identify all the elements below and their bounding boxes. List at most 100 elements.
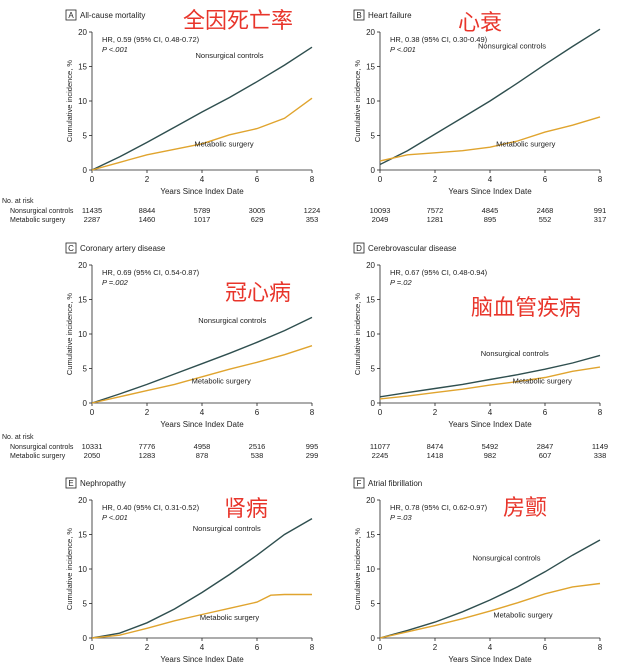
panel-letter: B — [356, 11, 361, 20]
chinese-annotation: 全因死亡率 — [183, 8, 293, 33]
hr-text: HR, 0.67 (95% CI, 0.48-0.94) — [390, 268, 488, 277]
x-tick-label: 6 — [543, 175, 548, 184]
y-tick-label: 5 — [83, 365, 88, 374]
x-axis-label: Years Since Index Date — [160, 420, 244, 429]
y-tick-label: 15 — [366, 296, 375, 305]
at-risk-nonsurgical-value: 7776 — [139, 442, 156, 451]
at-risk-surgery-value: 2287 — [84, 215, 101, 224]
at-risk-nonsurgical-value: 5789 — [194, 206, 211, 215]
at-risk-surgery-value: 2050 — [84, 451, 101, 460]
y-axis-label: Cumulative incidence, % — [353, 528, 362, 610]
y-axis-label: Cumulative incidence, % — [353, 60, 362, 142]
panel-letter-box — [65, 9, 77, 21]
at-risk-surgery-value: 299 — [306, 451, 319, 460]
p-value-text: P <.001 — [390, 45, 416, 54]
y-tick-label: 0 — [371, 399, 376, 408]
at-risk-nonsurgical-value: 2847 — [537, 442, 554, 451]
x-tick-label: 0 — [90, 643, 95, 652]
panel-f: F Atrial fibrillation 0 5 10 15 20 0 2 4 6 8 Years S… — [353, 477, 603, 664]
nonsurgical-series-label: Nonsurgical controls — [198, 316, 266, 325]
at-risk-nonsurgical-value: 3005 — [249, 206, 266, 215]
at-risk-surgery-value: 1283 — [139, 451, 156, 460]
y-axis-label: Cumulative incidence, % — [65, 60, 74, 142]
at-risk-surgery-value: 878 — [196, 451, 209, 460]
x-tick-label: 4 — [200, 408, 205, 417]
y-tick-label: 15 — [78, 63, 87, 72]
x-tick-label: 2 — [145, 175, 150, 184]
nonsurgical-controls-line — [379, 28, 601, 166]
y-tick-label: 5 — [371, 132, 376, 141]
panel-letter: C — [68, 244, 74, 253]
nonsurgical-series-label: Nonsurgical controls — [196, 51, 264, 60]
y-tick-label: 0 — [371, 634, 376, 643]
hr-text: HR, 0.38 (95% CI, 0.30-0.49) — [390, 35, 488, 44]
x-tick-label: 0 — [378, 175, 383, 184]
surgery-series-label: Metabolic surgery — [192, 377, 251, 386]
y-tick-label: 20 — [366, 496, 375, 505]
panel-letter: A — [68, 11, 74, 20]
chinese-annotation: 冠心病 — [225, 280, 291, 305]
chinese-annotation: 脑血管疾病 — [471, 295, 581, 320]
metabolic-surgery-line — [379, 366, 601, 400]
x-tick-label: 4 — [488, 408, 493, 417]
nonsurgical-controls-line — [91, 46, 313, 171]
x-tick-label: 8 — [598, 408, 603, 417]
y-tick-label: 5 — [83, 600, 88, 609]
at-risk-nonsurgical-value: 2516 — [249, 442, 266, 451]
at-risk-nonsurgical-value: 11435 — [82, 206, 102, 215]
risk-row-label-nonsurgical: Nonsurgical controls — [10, 208, 74, 215]
at-risk-nonsurgical-value: 1224 — [304, 206, 321, 215]
at-risk-nonsurgical-value: 991 — [594, 206, 607, 215]
y-tick-label: 5 — [83, 132, 88, 141]
x-tick-label: 4 — [488, 175, 493, 184]
nonsurgical-controls-line — [379, 539, 601, 639]
panel-letter: D — [356, 244, 362, 253]
x-tick-label: 8 — [310, 408, 315, 417]
surgery-series-label: Metabolic surgery — [200, 613, 259, 622]
y-tick-label: 10 — [78, 97, 87, 106]
at-risk-surgery-value: 607 — [539, 451, 552, 460]
panel-d: D Cerebrovascular disease 0 5 10 15 20 0 2 4 6 8 Yea… — [353, 242, 608, 460]
panel-title: Cerebrovascular disease — [368, 244, 457, 253]
panel-title: Heart failure — [368, 11, 412, 20]
surgery-series-label: Metabolic surgery — [496, 140, 555, 149]
y-tick-label: 10 — [366, 565, 375, 574]
at-risk-nonsurgical-value: 11077 — [370, 442, 390, 451]
at-risk-nonsurgical-value: 7572 — [427, 206, 444, 215]
y-tick-label: 20 — [78, 28, 87, 37]
x-tick-label: 6 — [543, 643, 548, 652]
x-tick-label: 2 — [433, 643, 438, 652]
p-value-text: P =.002 — [102, 278, 129, 287]
at-risk-surgery-value: 629 — [251, 215, 264, 224]
y-tick-label: 10 — [366, 330, 375, 339]
metabolic-surgery-line — [91, 345, 313, 404]
p-value-text: P <.001 — [102, 513, 128, 522]
surgery-series-label: Metabolic surgery — [493, 610, 552, 619]
x-tick-label: 4 — [200, 643, 205, 652]
panel-letter: E — [68, 479, 73, 488]
x-axis-label: Years Since Index Date — [160, 187, 244, 196]
y-axis-label: Cumulative incidence, % — [65, 293, 74, 375]
at-risk-nonsurgical-value: 4958 — [194, 442, 211, 451]
p-value-text: P =.03 — [390, 513, 412, 522]
y-tick-label: 5 — [371, 600, 376, 609]
x-tick-label: 0 — [378, 408, 383, 417]
x-axis-label: Years Since Index Date — [448, 420, 532, 429]
risk-row-label-nonsurgical: Nonsurgical controls — [10, 444, 74, 451]
panel-title: Nephropathy — [80, 479, 126, 488]
at-risk-surgery-value: 1017 — [194, 215, 211, 224]
at-risk-surgery-value: 1281 — [427, 215, 444, 224]
x-tick-label: 2 — [433, 175, 438, 184]
panel-a: A All-cause mortality 0 5 10 15 20 0 2 4 6 8 Years S… — [2, 8, 320, 224]
x-tick-label: 8 — [310, 175, 315, 184]
at-risk-surgery-value: 1418 — [427, 451, 444, 460]
panel-c: C Coronary artery disease 0 5 10 15 20 0 2 4 6 8 Yea… — [2, 242, 319, 460]
y-tick-label: 15 — [78, 531, 87, 540]
x-tick-label: 8 — [310, 643, 315, 652]
no-at-risk-label: No. at risk — [2, 198, 34, 205]
at-risk-surgery-value: 895 — [484, 215, 497, 224]
at-risk-surgery-value: 2049 — [372, 215, 389, 224]
at-risk-surgery-value: 982 — [484, 451, 497, 460]
panel-letter: F — [357, 479, 362, 488]
